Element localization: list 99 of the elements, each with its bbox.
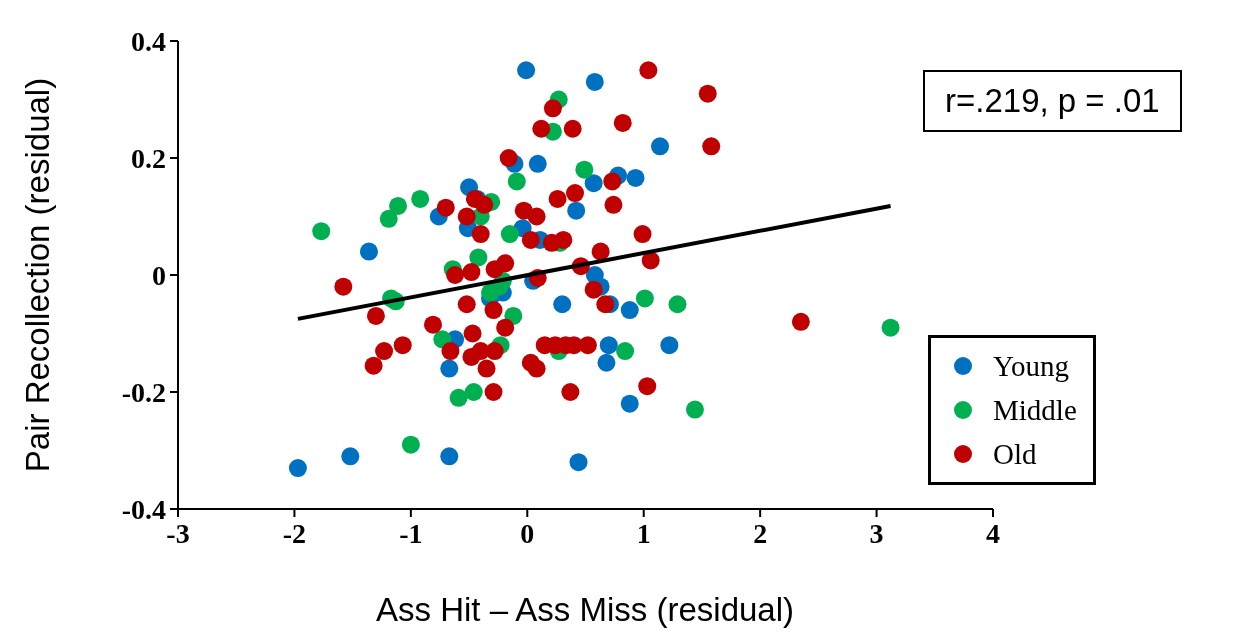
point [359, 242, 378, 261]
point [548, 189, 567, 208]
point [584, 174, 603, 193]
point [585, 72, 604, 91]
point [449, 388, 468, 407]
point [569, 453, 588, 472]
x-tick-label: 1 [636, 517, 651, 549]
point [791, 312, 810, 331]
point [423, 315, 442, 334]
point [401, 435, 420, 454]
point [477, 359, 496, 378]
point [471, 225, 490, 244]
y-axis-title: Pair Recollection (residual) [19, 77, 57, 473]
point [584, 280, 603, 299]
point [641, 251, 660, 270]
point [312, 222, 331, 241]
point [620, 394, 639, 413]
point [613, 113, 632, 132]
point [638, 377, 657, 396]
point [521, 230, 540, 249]
y-tick-label: 0 [152, 259, 166, 291]
point [379, 209, 398, 228]
point [475, 195, 494, 214]
point [436, 198, 455, 217]
point [462, 263, 481, 282]
point [484, 301, 503, 320]
point [596, 295, 615, 314]
point [389, 196, 408, 215]
point [411, 189, 430, 208]
point [464, 383, 483, 401]
point [698, 84, 717, 103]
y-tick-label: -0.4 [121, 493, 166, 525]
point [500, 225, 519, 244]
point [527, 207, 546, 226]
point [485, 342, 504, 361]
point [702, 137, 721, 156]
point [527, 359, 546, 378]
point [457, 295, 476, 314]
point [651, 137, 670, 156]
point [288, 459, 307, 478]
point [881, 318, 900, 337]
legend-label: Young [993, 349, 1070, 383]
point [603, 172, 622, 191]
point [366, 306, 385, 325]
point [616, 342, 635, 361]
point [626, 168, 645, 187]
point [528, 154, 547, 173]
point [334, 277, 353, 296]
point [561, 383, 580, 401]
point [393, 336, 412, 355]
point [635, 289, 654, 308]
point [469, 248, 488, 267]
point [484, 383, 503, 401]
point [440, 359, 459, 378]
point [517, 61, 536, 80]
point [463, 324, 482, 343]
point [668, 295, 687, 314]
x-tick-label: -3 [166, 517, 190, 549]
y-tick-label: -0.2 [121, 376, 166, 408]
x-axis-title: Ass Hit – Ass Miss (residual) [375, 591, 795, 629]
point [639, 61, 658, 80]
point [567, 201, 586, 220]
y-tick-label: 0.2 [131, 142, 166, 174]
annotation: r=.219, p = .01 [923, 70, 1182, 132]
x-tick-label: 3 [869, 517, 884, 549]
point [341, 447, 360, 466]
x-tick-label: 4 [986, 517, 1000, 549]
point [499, 149, 518, 167]
point [441, 342, 460, 361]
point [620, 301, 639, 320]
point [440, 447, 459, 466]
legend-label: Old [993, 437, 1037, 471]
point [599, 336, 618, 355]
point [563, 119, 582, 138]
point [364, 356, 383, 375]
point [496, 254, 515, 273]
point [532, 119, 551, 138]
y-tick-label: 0.4 [131, 25, 166, 57]
point [591, 242, 610, 261]
point [553, 295, 572, 314]
point [507, 172, 526, 191]
point [575, 160, 594, 179]
point [685, 400, 704, 419]
point [660, 336, 679, 355]
point [578, 336, 597, 355]
point [604, 195, 623, 214]
point [633, 225, 652, 244]
point [566, 184, 585, 203]
x-tick-label: -2 [282, 517, 307, 549]
point [543, 99, 562, 118]
x-tick-label: 2 [753, 517, 768, 549]
point [597, 353, 616, 372]
point [457, 207, 476, 226]
point [496, 318, 515, 337]
point [446, 266, 465, 284]
point [375, 342, 394, 361]
x-tick-label: 0 [520, 517, 535, 549]
x-tick-label: -1 [399, 517, 423, 549]
legend-label: Middle [993, 393, 1077, 427]
